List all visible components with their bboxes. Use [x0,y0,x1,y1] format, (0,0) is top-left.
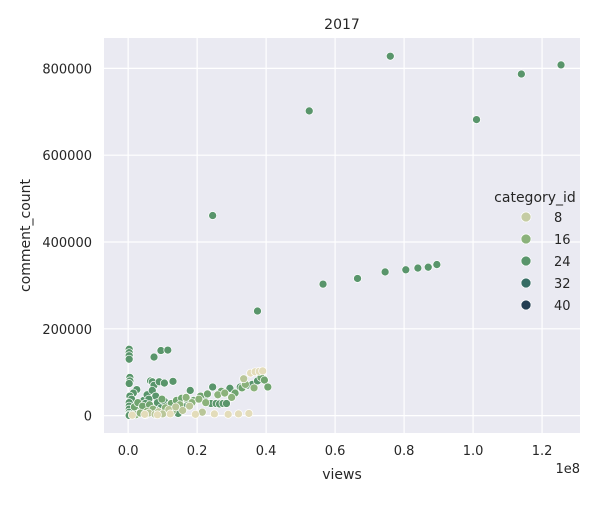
scatter-point [380,267,390,277]
legend-label: 8 [554,211,562,226]
scatter-point [140,409,150,419]
y-tick-label: 400000 [42,236,92,251]
scatter-point [168,376,178,386]
x-tick-label: 0.2 [187,444,208,459]
legend-marker [520,299,532,311]
x-tick-label: 0.6 [325,444,346,459]
scatter-point [165,409,175,419]
scatter-point [413,263,423,273]
legend-label: 16 [554,233,571,248]
scatter-point [263,382,273,392]
scatter-point [208,211,218,220]
scatter-point [203,389,212,399]
scatter-point [194,394,204,404]
scatter-point [222,399,231,408]
legend: category_id 8 16 24 32 40 [494,190,576,314]
scatter-point [171,402,181,412]
scatter-point [163,345,173,355]
scatter-point [191,409,200,419]
legend-marker [520,233,532,245]
x-axis-label: views [322,467,362,483]
legend-title: category_id [494,190,576,206]
y-tick-label: 200000 [42,323,92,338]
scatter-point [157,394,167,404]
y-axis-label: comment_count [18,178,34,292]
scatter-point [234,409,243,419]
legend-marker [520,277,532,289]
scatter-point [124,354,134,364]
scatter-point [124,379,134,388]
x-tick-label: 0.8 [394,444,415,459]
x-tick-label: 0.0 [118,444,139,459]
scatter-point [178,406,187,415]
scatter-point [318,279,328,289]
scatter-point [201,398,211,407]
x-tick-label: 0.4 [256,444,277,459]
scatter-point [239,374,249,384]
legend-label: 40 [554,299,571,314]
scatter-point [181,393,191,402]
scatter-point [423,262,433,272]
scatter-point [127,410,137,420]
scatter-point [253,306,262,316]
scatter-point [208,382,218,392]
legend-marker [520,255,532,267]
y-tick-label: 600000 [42,149,92,164]
x-axis-offset-label: 1e8 [555,462,580,477]
scatter-point [258,366,268,376]
y-tick-labels: 0 200000 400000 600000 800000 [42,62,92,424]
legend-marker [520,211,532,223]
x-tick-label: 1.2 [532,444,553,459]
scatter-point [401,265,411,275]
scatter-point [517,69,526,79]
data-points [124,51,566,420]
scatter-point [472,115,481,124]
scatter-point [185,386,195,395]
y-tick-label: 800000 [42,62,92,77]
scatter-point [227,393,236,402]
scatter-point [249,383,259,393]
scatter-point [244,409,254,418]
scatter-point [556,60,566,70]
y-tick-label: 0 [84,410,92,425]
x-tick-labels: 0.0 0.2 0.4 0.6 0.8 1.0 1.2 [118,444,553,459]
scatter-point [160,378,169,388]
plot-area [104,38,580,433]
scatter-point [432,260,442,269]
scatter-point [223,409,233,419]
scatter-point [149,352,159,362]
scatter-point [304,106,314,116]
scatter-point [210,409,219,419]
scatter-point [220,388,230,398]
legend-label: 24 [554,255,571,270]
chart-title: 2017 [324,17,360,33]
scatter-point [260,375,269,385]
scatter-point [185,401,194,411]
legend-label: 32 [554,277,571,292]
scatter-point [385,51,395,61]
scatter-point [153,410,162,420]
grid [104,38,580,433]
x-tick-label: 1.0 [463,444,484,459]
scatter-point [353,274,362,283]
